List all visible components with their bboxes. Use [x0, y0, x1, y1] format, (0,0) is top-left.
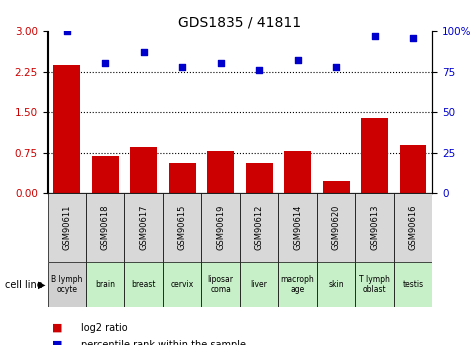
- Text: skin: skin: [328, 280, 344, 289]
- Bar: [201, 262, 240, 307]
- Bar: [124, 262, 163, 307]
- Bar: [169, 164, 196, 193]
- Text: GSM90612: GSM90612: [255, 205, 264, 250]
- Bar: [394, 262, 432, 307]
- Bar: [240, 193, 278, 262]
- Point: [217, 61, 224, 66]
- Text: liposar
coma: liposar coma: [208, 275, 234, 294]
- Point: [332, 64, 340, 69]
- Text: ■: ■: [52, 340, 63, 345]
- Point: [140, 49, 147, 55]
- Point: [294, 58, 301, 63]
- Text: GSM90611: GSM90611: [62, 205, 71, 250]
- Text: cell line: cell line: [5, 280, 42, 289]
- Bar: [278, 193, 317, 262]
- Text: B lymph
ocyte: B lymph ocyte: [51, 275, 83, 294]
- Text: GSM90618: GSM90618: [101, 205, 110, 250]
- Bar: [246, 164, 273, 193]
- Text: ■: ■: [52, 323, 63, 333]
- Bar: [201, 193, 240, 262]
- Point: [63, 28, 70, 34]
- Text: log2 ratio: log2 ratio: [81, 323, 127, 333]
- Point: [255, 67, 263, 73]
- Text: breast: breast: [132, 280, 156, 289]
- Bar: [323, 181, 350, 193]
- Text: GSM90620: GSM90620: [332, 205, 341, 250]
- Text: GSM90619: GSM90619: [216, 205, 225, 250]
- Bar: [130, 147, 157, 193]
- Bar: [207, 151, 234, 193]
- Bar: [53, 65, 80, 193]
- Text: GSM90617: GSM90617: [139, 205, 148, 250]
- Title: GDS1835 / 41811: GDS1835 / 41811: [178, 16, 302, 30]
- Bar: [399, 145, 427, 193]
- Bar: [48, 262, 86, 307]
- Text: GSM90613: GSM90613: [370, 205, 379, 250]
- Bar: [163, 193, 201, 262]
- Bar: [92, 156, 119, 193]
- Bar: [317, 262, 355, 307]
- Bar: [86, 262, 124, 307]
- Bar: [278, 262, 317, 307]
- Bar: [317, 193, 355, 262]
- Point: [101, 61, 109, 66]
- Bar: [124, 193, 163, 262]
- Bar: [355, 262, 394, 307]
- Point: [178, 64, 186, 69]
- Point: [409, 35, 417, 40]
- Text: brain: brain: [95, 280, 115, 289]
- Text: GSM90615: GSM90615: [178, 205, 187, 250]
- Text: liver: liver: [251, 280, 267, 289]
- Text: cervix: cervix: [171, 280, 194, 289]
- Bar: [284, 151, 311, 193]
- Point: [370, 33, 378, 39]
- Text: percentile rank within the sample: percentile rank within the sample: [81, 340, 246, 345]
- Text: ▶: ▶: [38, 280, 46, 289]
- Bar: [86, 193, 124, 262]
- Text: GSM90616: GSM90616: [408, 205, 418, 250]
- Bar: [355, 193, 394, 262]
- Text: T lymph
oblast: T lymph oblast: [359, 275, 390, 294]
- Text: macroph
age: macroph age: [281, 275, 314, 294]
- Bar: [163, 262, 201, 307]
- Text: testis: testis: [402, 280, 424, 289]
- Bar: [240, 262, 278, 307]
- Bar: [361, 118, 388, 193]
- Text: GSM90614: GSM90614: [293, 205, 302, 250]
- Bar: [394, 193, 432, 262]
- Bar: [48, 193, 86, 262]
